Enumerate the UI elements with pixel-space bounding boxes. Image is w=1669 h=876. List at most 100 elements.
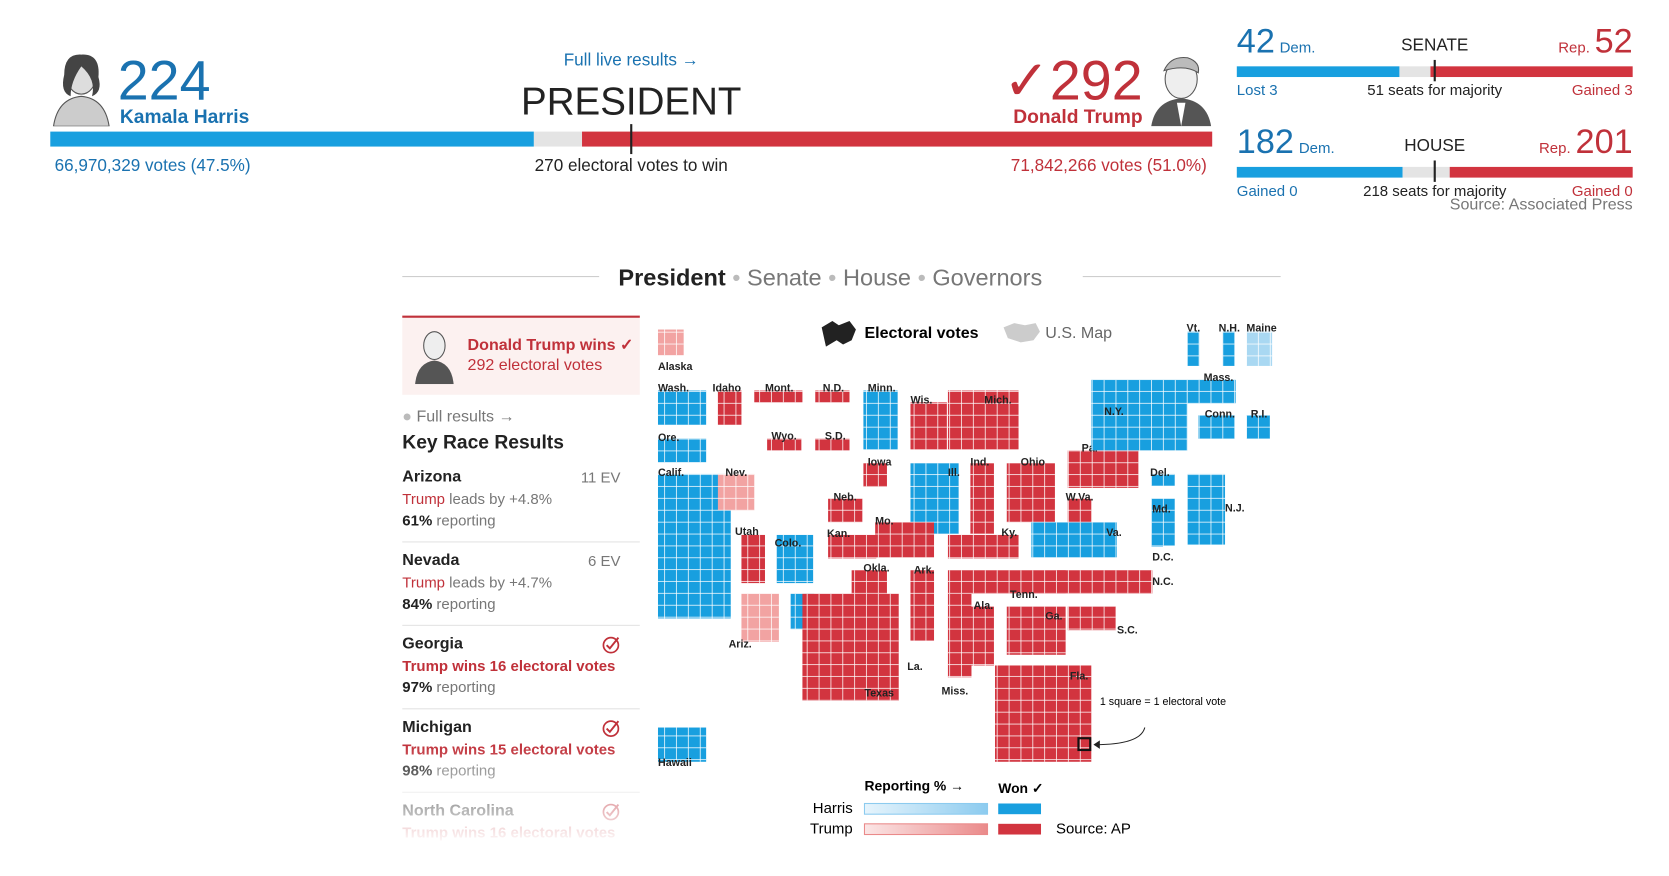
check: ✓	[1003, 50, 1050, 113]
rep-seats: 52	[1594, 21, 1633, 60]
tab[interactable]: President	[618, 264, 726, 292]
race-status: Trump leads by +4.8%	[402, 488, 640, 509]
state: La.	[907, 605, 935, 673]
tile-grid	[802, 593, 899, 701]
full-results[interactable]: ● Full results →	[402, 407, 515, 426]
source: Source: Associated Press	[1449, 195, 1633, 214]
state: Pa.	[1067, 442, 1139, 488]
state-label: Wis.	[910, 394, 932, 406]
race-list: Arizona 11 EV Trump leads by +4.8% 61% repo…	[0, 0, 663, 876]
state: Ky.	[947, 527, 1019, 559]
tile-grid	[947, 534, 1019, 559]
race-reporting-text: reporting	[436, 678, 496, 696]
state: Ore.	[657, 432, 707, 463]
tile-grid	[910, 605, 935, 641]
state-label: N.Y.	[1104, 406, 1124, 418]
state: Maine	[1246, 323, 1277, 366]
state: Ga.	[1006, 606, 1066, 655]
tab[interactable]: Senate	[747, 264, 822, 292]
dem-change: Lost 3	[1236, 81, 1278, 99]
state-label: Idaho	[713, 383, 742, 395]
rep-label: Rep.	[1558, 38, 1590, 56]
tab[interactable]: Governors	[932, 264, 1043, 292]
tile-grid	[657, 390, 707, 425]
race-state: Michigan	[402, 717, 472, 737]
state: Wyo.	[767, 431, 802, 451]
race-ev: 6 EV	[588, 552, 621, 570]
map-icon[interactable]	[1003, 323, 1040, 343]
state: Del.	[1150, 467, 1175, 486]
state-label: Ariz.	[729, 638, 752, 650]
tile-grid	[741, 534, 765, 584]
trump-ev: ✓292	[1003, 49, 1142, 113]
won-check	[602, 803, 620, 821]
tile-grid	[875, 522, 935, 558]
rep-change: Gained 0	[1571, 181, 1633, 200]
race-reporting: 84% reporting	[402, 593, 640, 614]
state-label: Va.	[1106, 527, 1121, 539]
uncalled-bar	[1399, 66, 1431, 78]
full-results-text[interactable]: Full results →	[416, 407, 515, 426]
tile-grid	[995, 665, 1092, 762]
state-label: Nev.	[725, 467, 747, 479]
state-label: Colo.	[775, 538, 802, 550]
live-link[interactable]: Full live results →	[563, 51, 699, 70]
state-label: Ala.	[974, 600, 994, 612]
tile-grid	[1067, 498, 1092, 523]
toggle[interactable]: Electoral votes	[864, 324, 978, 342]
trump-bar	[581, 131, 1213, 147]
uncalled-bar	[533, 131, 582, 147]
state: Mass.	[1187, 372, 1236, 404]
state-label: Fla.	[1070, 670, 1088, 682]
legend-swatch	[998, 823, 1042, 835]
state-label: S.C.	[1117, 624, 1138, 636]
harris-bar	[50, 131, 534, 147]
check-circle	[602, 636, 620, 654]
state: N.D.	[815, 383, 850, 403]
harris-name: Kamala Harris	[119, 105, 250, 128]
state-label: Ill.	[948, 467, 960, 479]
tile-grid	[1246, 415, 1270, 439]
won-check	[602, 636, 620, 654]
key-title: Key Race Results	[402, 431, 564, 453]
state-label: S.D.	[825, 431, 846, 443]
rule	[1082, 276, 1281, 278]
legend-trump: Trump	[810, 820, 853, 837]
state: D.C.	[1151, 534, 1174, 564]
race-state: Arizona	[402, 467, 462, 486]
state: Tenn.	[947, 570, 1066, 601]
state-label: Ohio	[1021, 456, 1046, 468]
tab[interactable]: House	[842, 264, 912, 292]
winner-ev: 292 electoral votes	[467, 356, 603, 375]
state-label: Del.	[1150, 467, 1170, 479]
tile-grid	[1006, 606, 1066, 655]
race-status: Trump leads by +4.7%	[402, 571, 640, 592]
state-label: Mo.	[875, 515, 893, 527]
state-label: Wyo.	[771, 431, 796, 443]
note: 1 square = 1 electoral vote	[1100, 696, 1226, 708]
dem-change: Gained 0	[1236, 181, 1298, 200]
trump-portrait-small	[415, 331, 454, 385]
state: Hawaii	[657, 727, 707, 769]
state: Idaho	[713, 383, 742, 425]
tile-grid	[717, 390, 742, 425]
state-label: Calif.	[658, 467, 684, 479]
state-label: N.C.	[1152, 576, 1173, 588]
harris-votes: 66,970,329 votes (47.5%)	[54, 157, 251, 176]
state: Vt.	[1187, 323, 1200, 366]
race-ev: 11 EV	[580, 468, 621, 486]
toggle[interactable]: U.S. Map	[1045, 324, 1112, 342]
state: Mont.	[754, 383, 803, 403]
state-label: Maine	[1246, 323, 1276, 335]
tile-grid	[910, 570, 935, 606]
state-label: N.D.	[823, 383, 844, 395]
tile-grid	[1187, 473, 1226, 545]
tile-grid	[970, 606, 994, 666]
rule	[402, 276, 600, 278]
tile-grid	[947, 593, 972, 678]
state-label: W.Va.	[1066, 492, 1094, 504]
trump-name: Donald Trump	[1013, 105, 1143, 128]
ev-icon[interactable]	[821, 320, 856, 347]
race-row: Michigan Trump wins 15 electoral votes 98%…	[402, 717, 640, 793]
